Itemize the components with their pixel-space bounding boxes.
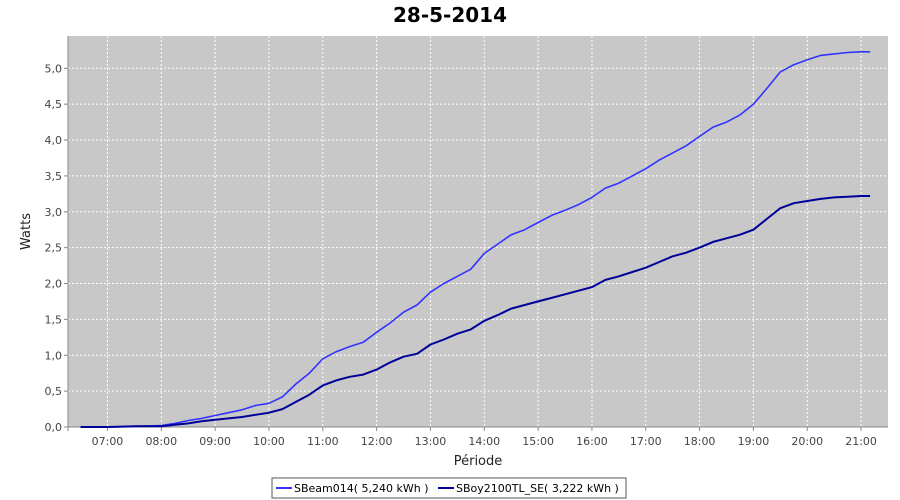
x-axis-label: Période: [454, 454, 503, 469]
x-tick-label: 07:00: [92, 435, 124, 448]
y-tick-label: 3,0: [45, 206, 63, 219]
x-tick-label: 10:00: [253, 435, 285, 448]
plot-area: [68, 36, 888, 427]
grid: [68, 36, 888, 427]
x-tick-label: 21:00: [845, 435, 877, 448]
y-tick-label: 1,5: [45, 313, 63, 326]
y-tick-label: 4,0: [45, 134, 63, 147]
y-axis-label: Watts: [19, 213, 34, 250]
series-line-2: [80, 195, 871, 428]
x-tick-label: 20:00: [791, 435, 823, 448]
x-tick-label: 17:00: [630, 435, 662, 448]
legend-label-2: SBoy2100TL_SE( 3,222 kWh ): [456, 482, 619, 495]
y-tick-label: 5,0: [45, 62, 63, 75]
y-tick-label: 0,5: [45, 385, 63, 398]
x-tick-label: 16:00: [576, 435, 608, 448]
series-group: [80, 50, 871, 428]
y-tick-label: 4,5: [45, 98, 63, 111]
x-tick-label: 15:00: [522, 435, 554, 448]
x-tick-label: 11:00: [307, 435, 339, 448]
x-tick-label: 12:00: [361, 435, 393, 448]
y-tick-label: 2,0: [45, 278, 63, 291]
x-tick-label: 08:00: [145, 435, 177, 448]
x-tick-label: 13:00: [415, 435, 447, 448]
y-tick-label: 1,0: [45, 349, 63, 362]
x-tick-label: 14:00: [468, 435, 500, 448]
x-tick-label: 18:00: [684, 435, 716, 448]
legend-label-1: SBeam014( 5,240 kWh ): [294, 482, 429, 495]
y-tick-label: 2,5: [45, 242, 63, 255]
series-line-1: [80, 50, 871, 428]
x-tick-label: 19:00: [738, 435, 770, 448]
x-tick-label: 09:00: [199, 435, 231, 448]
y-tick-label: 3,5: [45, 170, 63, 183]
chart-title: 28-5-2014: [393, 3, 507, 27]
axes: 0,0 0,5 1,0 1,5 2,0 2,5 3,0 3,5 4,0 4,5 5,0 07:00 08…: [45, 36, 888, 448]
y-tick-label: 0,0: [45, 421, 63, 434]
legend: SBeam014( 5,240 kWh ) SBoy2100TL_SE( 3,22…: [271, 477, 627, 499]
